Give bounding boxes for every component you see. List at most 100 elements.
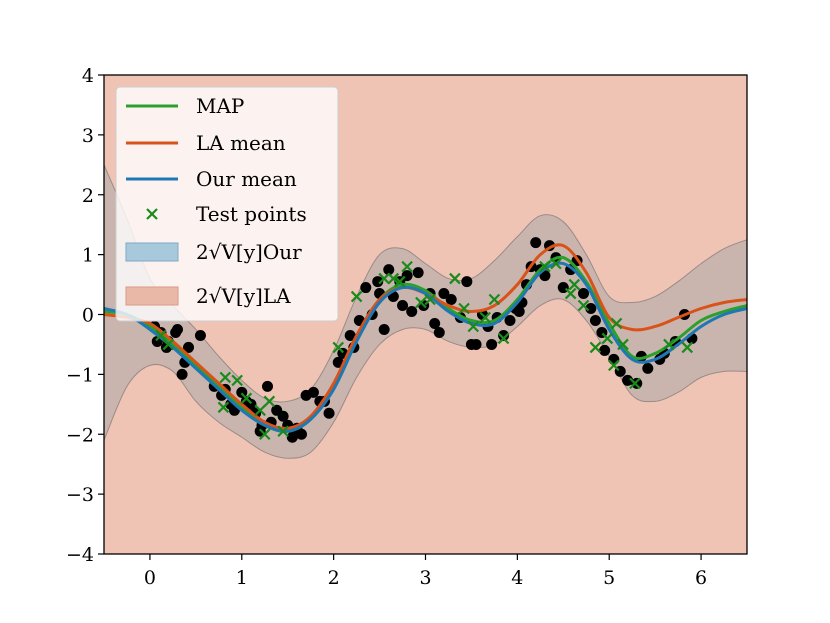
- x-tick-label: 1: [236, 567, 248, 589]
- train-point: [295, 428, 307, 440]
- train-point: [513, 306, 525, 318]
- train-point: [344, 329, 356, 341]
- train-point: [323, 407, 335, 419]
- y-tick-label: −1: [66, 364, 94, 386]
- y-tick-label: 3: [82, 125, 94, 147]
- test-point: [219, 371, 232, 384]
- test-point: [254, 404, 266, 417]
- train-point: [383, 264, 395, 276]
- test-point: [601, 332, 614, 345]
- train-point: [406, 306, 418, 318]
- test-point: [217, 401, 230, 414]
- test-point: [589, 341, 602, 354]
- train-point: [577, 288, 589, 300]
- series-lines-layer: [103, 243, 748, 433]
- x-tick-label: 6: [695, 567, 707, 589]
- x-tick-label: 5: [603, 567, 615, 589]
- test-point: [550, 257, 562, 270]
- y-tick-label: −4: [66, 544, 94, 566]
- legend-item-la_band: 2√V[y]LA: [125, 284, 291, 308]
- test-point: [394, 275, 406, 288]
- train-point: [622, 374, 634, 386]
- test-point: [424, 293, 436, 306]
- legend-label: MAP: [196, 94, 244, 118]
- legend-swatch: [146, 208, 158, 220]
- train-point: [642, 362, 654, 374]
- train-point: [183, 341, 195, 353]
- train-point: [262, 380, 274, 392]
- legend-label: 2√V[y]Our: [196, 240, 302, 264]
- test-point: [629, 377, 641, 390]
- y-tick-label: 4: [82, 65, 94, 87]
- legend-item-test: Test points: [146, 202, 307, 226]
- x-tick-label: 4: [511, 567, 523, 589]
- legend-swatch: [125, 242, 179, 262]
- legend-box: [115, 86, 339, 322]
- y-tick-label: 0: [82, 305, 94, 327]
- map-line: [103, 255, 748, 433]
- test-point: [387, 272, 400, 285]
- train-point: [171, 323, 183, 335]
- y-tick-label: −2: [66, 424, 94, 446]
- train-point: [433, 326, 445, 338]
- legend-label: Test points: [196, 202, 307, 226]
- test-point: [458, 302, 470, 315]
- test-points-layer: [155, 257, 694, 441]
- test-point: [415, 296, 427, 309]
- our-mean-line: [103, 261, 748, 433]
- axes: 0 1 2 3 4 5 6 −4 −3 −2 −1 0 1 2 3 4: [66, 65, 707, 589]
- test-point: [263, 395, 276, 408]
- legend-item-our_band: 2√V[y]Our: [125, 240, 302, 264]
- train-point: [498, 329, 510, 341]
- legend: MAP LA mean Our mean Test points 2√V[y]Our 2√…: [115, 86, 339, 322]
- train-point: [585, 303, 597, 315]
- train-point: [504, 314, 516, 326]
- train-point: [631, 377, 643, 389]
- test-point: [350, 290, 363, 303]
- train-point: [286, 431, 298, 443]
- test-point: [155, 329, 167, 342]
- test-point: [401, 260, 413, 273]
- test-point: [610, 317, 623, 330]
- test-point: [497, 332, 510, 345]
- train-point: [412, 267, 424, 279]
- train-point: [589, 314, 601, 326]
- test-point: [681, 341, 694, 354]
- y-tick-label: 1: [82, 245, 94, 267]
- test-point: [162, 338, 175, 351]
- legend-swatch: [125, 286, 179, 306]
- test-point: [568, 278, 581, 291]
- train-point: [599, 344, 611, 356]
- train-point: [438, 288, 450, 300]
- legend-item-our_mean: Our mean: [126, 167, 297, 191]
- train-point: [429, 317, 441, 329]
- test-point: [240, 392, 253, 405]
- test-point: [449, 272, 461, 285]
- test-point: [564, 287, 577, 300]
- test-point: [332, 341, 345, 354]
- legend-label: Our mean: [196, 167, 297, 191]
- train-point: [378, 323, 390, 335]
- legend-label: 2√V[y]LA: [196, 284, 291, 308]
- test-point: [539, 260, 551, 273]
- train-point: [486, 338, 498, 350]
- train-point: [372, 276, 384, 288]
- train-point: [461, 276, 473, 288]
- x-tick-label: 3: [419, 567, 431, 589]
- test-point: [479, 311, 491, 324]
- test-point: [467, 320, 480, 333]
- y-tick-label: −3: [66, 484, 94, 506]
- test-point: [663, 338, 675, 351]
- train-point: [530, 237, 542, 249]
- x-tick-label: 0: [144, 567, 156, 589]
- train-point: [360, 282, 372, 294]
- test-point: [608, 359, 620, 372]
- test-point: [277, 425, 289, 438]
- train-point: [176, 368, 188, 380]
- legend-item-la_mean: LA mean: [126, 131, 286, 155]
- x-tick-label: 2: [328, 567, 340, 589]
- train-point: [608, 353, 620, 365]
- train-point: [470, 338, 482, 350]
- test-point: [577, 299, 590, 312]
- test-point: [231, 374, 243, 387]
